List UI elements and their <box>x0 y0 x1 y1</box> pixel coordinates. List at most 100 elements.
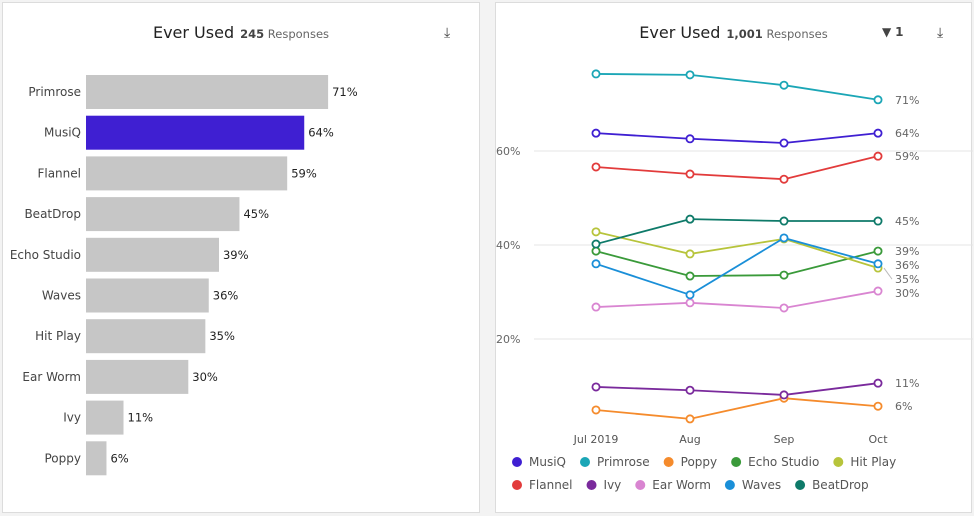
bar-beatdrop <box>86 197 240 232</box>
legend-swatch <box>663 457 674 467</box>
legend-item[interactable]: Hit Play <box>833 455 896 469</box>
line-chart-panel: Ever Used 1,001 Responses ▼ 1 ⤓ 20% 40% 60%… <box>495 2 973 513</box>
bar-data-label: 59% <box>291 166 317 180</box>
legend-swatch <box>512 480 522 490</box>
bar-poppy <box>86 441 107 476</box>
series-poppy: 6% <box>591 393 912 424</box>
data-point <box>779 303 789 313</box>
data-point <box>685 169 695 179</box>
end-value-label: 45% <box>895 215 919 228</box>
bar-data-label: 30% <box>192 370 218 384</box>
bar-data-label: 36% <box>213 289 239 303</box>
data-point <box>685 385 695 395</box>
bar-waves <box>86 278 209 313</box>
end-value-label: 64% <box>895 127 919 140</box>
legend-item[interactable]: Ivy <box>586 478 622 492</box>
panel-header: Ever Used 1,001 Responses <box>496 23 971 42</box>
bar-chart: Primrose 71% MusiQ 64% Flannel 59% BeatDrop 45%… <box>10 75 358 476</box>
series-hit-play: 35% <box>591 227 919 286</box>
filter-button[interactable]: ▼ 1 <box>882 25 903 39</box>
x-tick-label: Sep <box>774 433 795 446</box>
legend-item[interactable]: Waves <box>724 478 781 492</box>
response-count-label: Responses <box>766 27 828 41</box>
bar-data-label: 64% <box>308 126 334 140</box>
chart-title: Ever Used <box>639 23 721 42</box>
data-point <box>873 378 883 388</box>
data-point <box>779 216 789 226</box>
series-musiq: 64% <box>591 127 919 148</box>
series-primrose: 71% <box>591 69 919 107</box>
legend-item[interactable]: BeatDrop <box>795 478 869 492</box>
series-line <box>595 73 879 101</box>
download-icon[interactable]: ⤓ <box>937 25 944 41</box>
bar-category-label: Ivy <box>63 411 81 425</box>
data-point <box>685 70 695 80</box>
series-line <box>595 218 878 245</box>
series-ear-worm: 30% <box>591 286 919 313</box>
chart-title: Ever Used <box>152 23 235 42</box>
bar-category-label: Primrose <box>28 85 81 99</box>
data-point <box>591 246 601 256</box>
data-point <box>685 249 695 259</box>
legend-label: Ear Worm <box>652 478 711 492</box>
x-tick-label: Aug <box>679 433 700 446</box>
data-point <box>779 390 789 400</box>
data-point <box>873 246 883 256</box>
data-point <box>685 414 695 424</box>
end-value-label: 30% <box>895 287 919 300</box>
x-tick-label: Jul 2019 <box>573 433 619 446</box>
legend-swatch <box>635 480 646 490</box>
series-line <box>595 397 879 420</box>
data-point <box>873 128 883 138</box>
series-line <box>595 155 879 181</box>
series-line <box>595 290 879 309</box>
legend-item[interactable]: Ear Worm <box>635 478 711 492</box>
y-tick-label: 60% <box>496 145 520 158</box>
legend-item[interactable]: Poppy <box>663 455 718 469</box>
data-point <box>591 259 601 269</box>
series-line <box>595 132 879 144</box>
legend-label: BeatDrop <box>812 478 869 492</box>
data-point <box>685 298 695 308</box>
bar-category-label: Poppy <box>45 451 82 465</box>
legend-item[interactable]: MusiQ <box>512 455 566 469</box>
data-point <box>873 95 883 105</box>
series-line <box>595 236 879 296</box>
response-count-label: Responses <box>267 27 330 41</box>
legend-item[interactable]: Echo Studio <box>731 455 819 469</box>
data-point <box>873 259 883 269</box>
legend-item[interactable]: Flannel <box>512 478 573 492</box>
bar-category-label: Flannel <box>37 166 81 180</box>
bar-flannel <box>86 156 288 191</box>
legend-label: Waves <box>742 478 781 492</box>
bar-category-label: Ear Worm <box>22 370 81 384</box>
line-chart: 20% 40% 60% Jul 2019 Aug Sep Oct 64% 71% 6% 39% 35%… <box>496 69 973 492</box>
data-point <box>685 134 695 144</box>
series-beatdrop: 45% <box>591 214 919 249</box>
data-point <box>591 162 601 172</box>
series-ivy: 11% <box>591 377 919 400</box>
data-point <box>591 302 601 312</box>
legend-label: Primrose <box>597 455 650 469</box>
end-value-label: 71% <box>895 94 919 107</box>
end-value-label: 59% <box>895 150 919 163</box>
legend-label: Flannel <box>529 478 573 492</box>
x-tick-label: Oct <box>868 433 888 446</box>
legend-swatch <box>724 480 735 490</box>
legend-swatch <box>512 457 522 467</box>
download-icon[interactable]: ⤓ <box>444 25 451 41</box>
response-count: 245 Responses <box>240 27 329 41</box>
data-point <box>779 270 789 280</box>
bar-data-label: 6% <box>110 451 128 465</box>
data-point <box>873 151 883 161</box>
legend-item[interactable]: Primrose <box>580 455 650 469</box>
data-point <box>873 216 883 226</box>
filter-count: 1 <box>895 25 904 39</box>
response-count-value: 245 <box>240 27 265 41</box>
data-point <box>873 286 883 296</box>
legend-label: Poppy <box>681 455 718 469</box>
series-flannel: 59% <box>591 150 919 184</box>
bar-echo-studio <box>86 237 219 272</box>
data-point <box>591 382 601 392</box>
data-point <box>685 290 695 300</box>
